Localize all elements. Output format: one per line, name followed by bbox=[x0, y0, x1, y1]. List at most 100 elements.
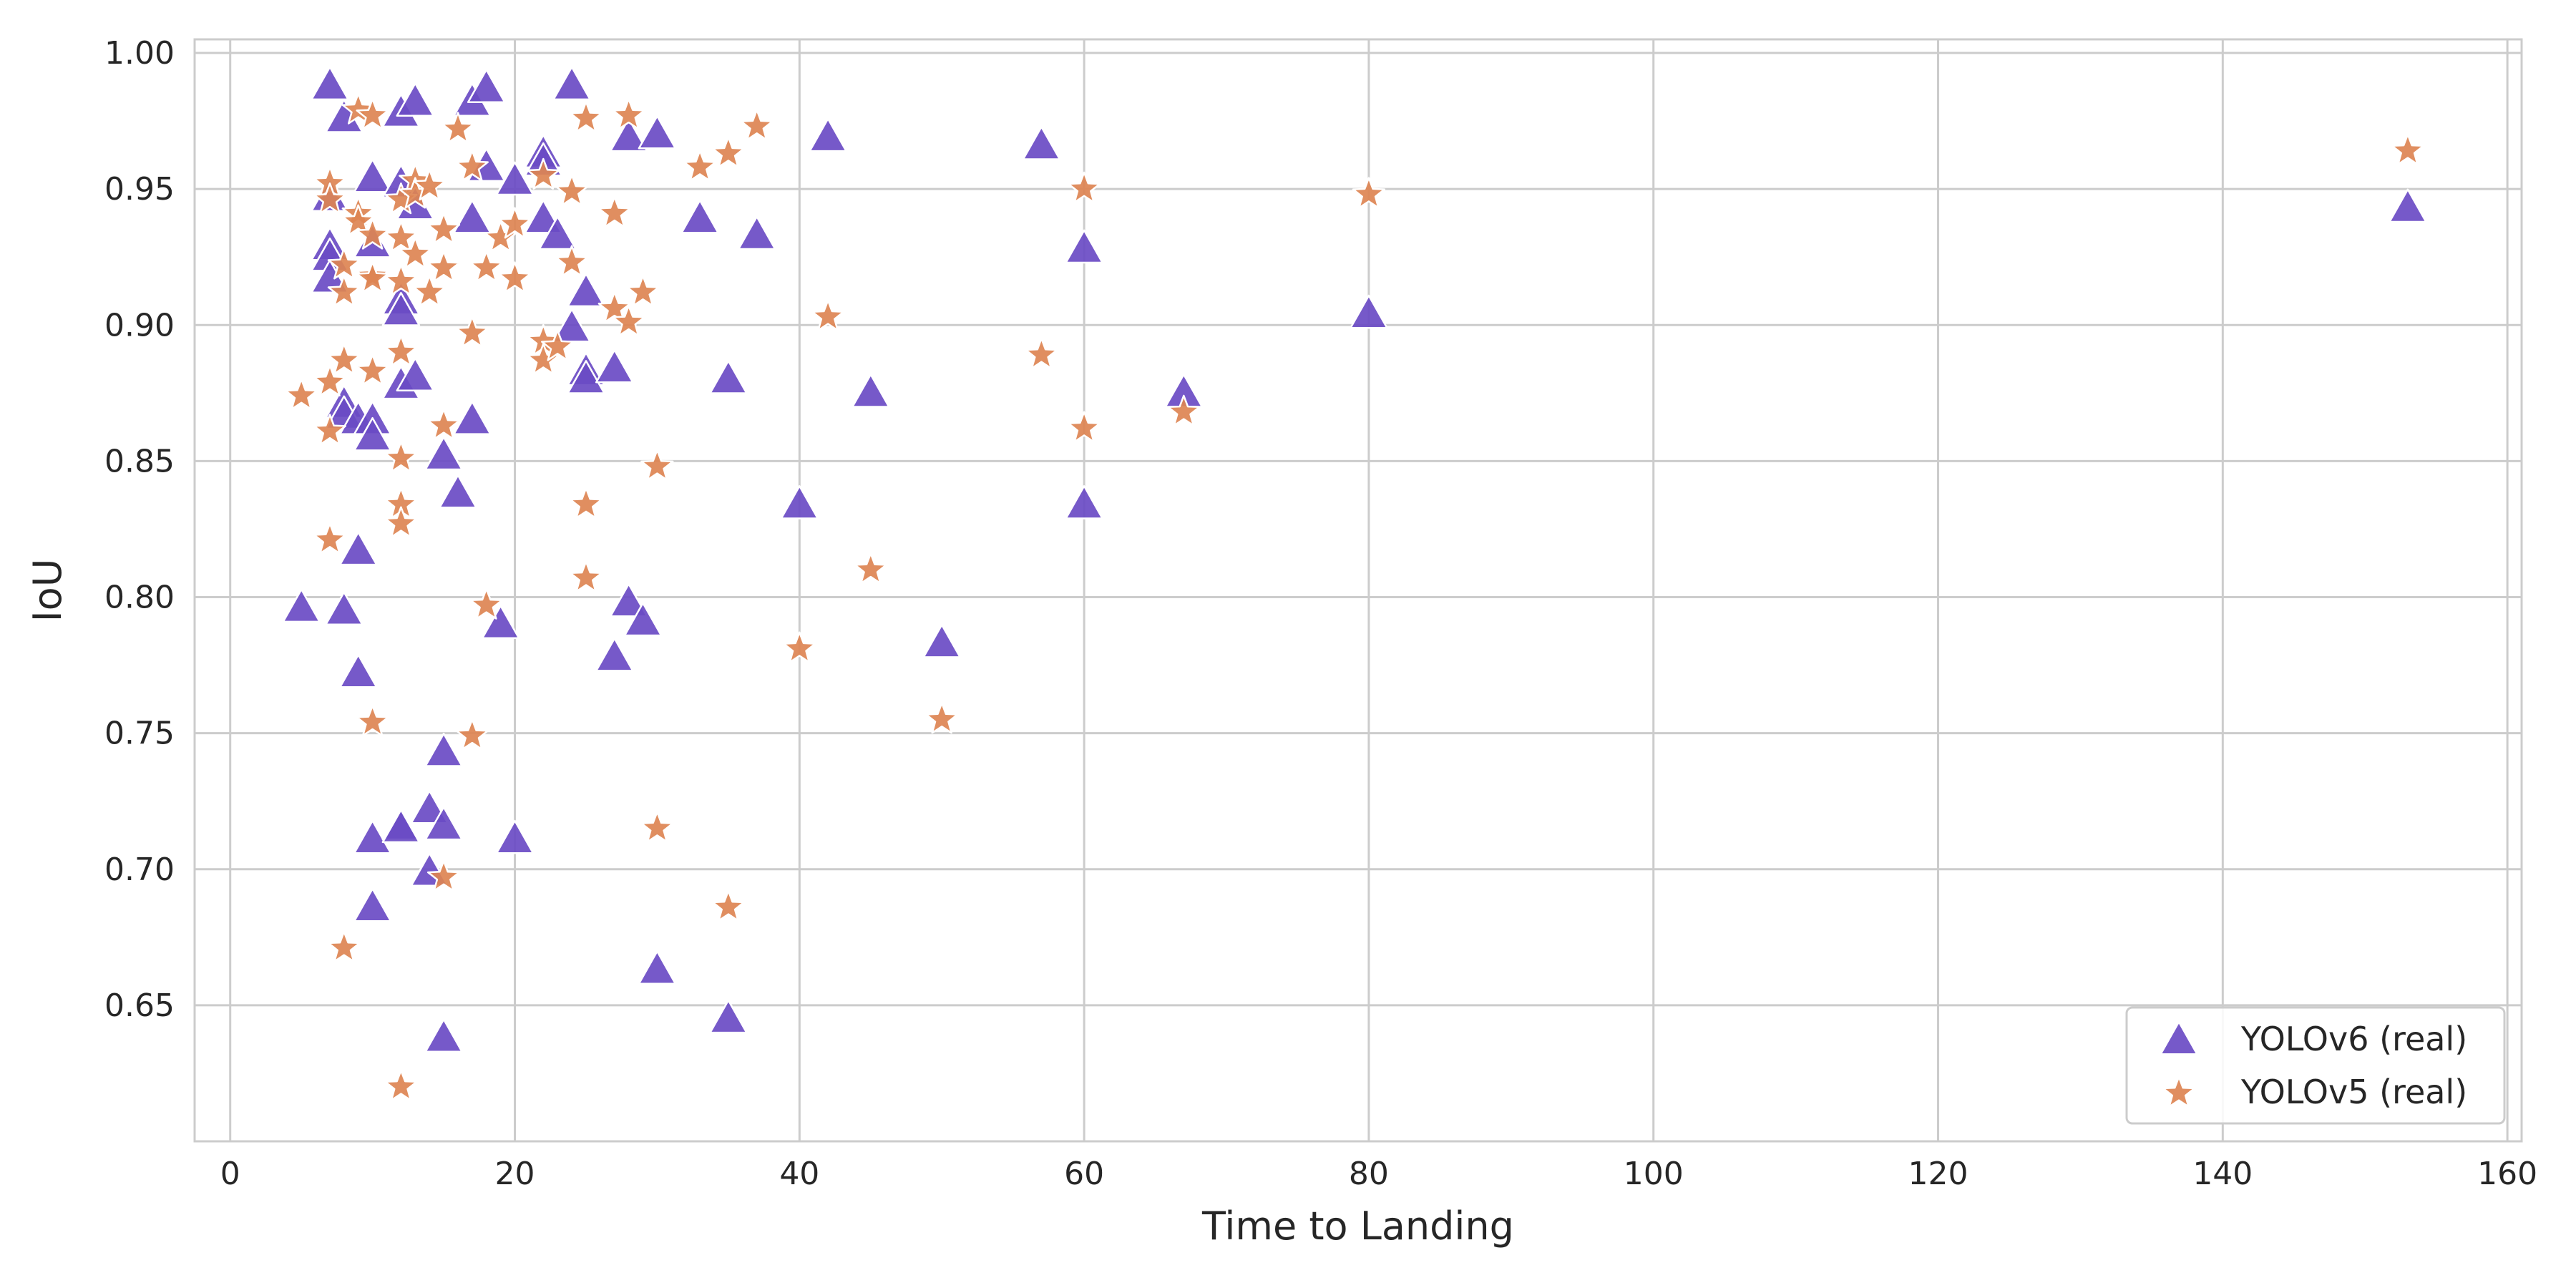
data-point-triangle bbox=[737, 215, 776, 250]
data-point-star bbox=[783, 631, 816, 663]
data-point-triangle bbox=[1350, 294, 1388, 329]
data-point-triangle bbox=[353, 887, 392, 922]
data-point-star bbox=[2391, 133, 2425, 165]
data-point-triangle bbox=[325, 591, 364, 625]
data-point-star bbox=[1167, 394, 1201, 426]
y-tick-label: 1.00 bbox=[104, 35, 175, 72]
data-point-triangle bbox=[353, 819, 392, 854]
data-point-triangle bbox=[453, 199, 492, 234]
x-tick-label: 140 bbox=[2192, 1156, 2253, 1192]
data-point-star bbox=[426, 859, 461, 892]
data-point-star bbox=[313, 182, 347, 215]
data-point-star bbox=[313, 522, 347, 555]
data-point-star bbox=[469, 250, 503, 283]
data-point-star bbox=[356, 353, 389, 386]
y-tick-label: 0.85 bbox=[104, 443, 175, 479]
y-tick-label: 0.65 bbox=[104, 987, 175, 1024]
data-point-triangle bbox=[439, 474, 477, 509]
data-point-triangle bbox=[1065, 229, 1103, 264]
legend-label: YOLOv6 (real) bbox=[2240, 1020, 2467, 1058]
data-point-triangle bbox=[338, 531, 378, 566]
data-point-star bbox=[469, 587, 503, 620]
data-point-star bbox=[711, 889, 745, 922]
plot-frame bbox=[193, 38, 2523, 1143]
x-tick-label: 160 bbox=[2477, 1156, 2537, 1192]
data-point-star bbox=[1352, 177, 1386, 209]
data-point-triangle bbox=[1065, 485, 1103, 519]
data-point-star bbox=[640, 449, 674, 481]
data-point-star bbox=[341, 204, 375, 236]
data-point-star bbox=[541, 329, 575, 361]
data-point-star bbox=[441, 112, 475, 144]
data-point-triangle bbox=[381, 292, 421, 326]
y-tick-label: 0.80 bbox=[104, 580, 175, 616]
data-point-triangle bbox=[338, 653, 378, 688]
data-point-star bbox=[455, 150, 489, 182]
data-point-star bbox=[555, 245, 589, 277]
y-tick-label: 0.75 bbox=[104, 716, 175, 752]
data-point-star bbox=[640, 811, 674, 843]
data-point-star bbox=[711, 136, 745, 168]
data-point-triangle bbox=[311, 66, 349, 101]
data-point-star bbox=[356, 705, 389, 737]
data-point-triangle bbox=[1022, 126, 1061, 160]
data-point-triangle bbox=[638, 950, 677, 985]
data-point-triangle bbox=[424, 436, 463, 471]
y-tick-label: 0.90 bbox=[104, 307, 175, 343]
x-tick-label: 80 bbox=[1349, 1156, 1389, 1192]
data-point-star bbox=[413, 275, 447, 307]
data-point-star bbox=[384, 506, 418, 538]
data-point-star bbox=[426, 408, 461, 440]
data-point-triangle bbox=[2389, 188, 2427, 223]
x-tick-label: 20 bbox=[495, 1156, 535, 1192]
data-point-star bbox=[426, 212, 461, 245]
data-point-triangle bbox=[709, 999, 748, 1034]
data-point-triangle bbox=[809, 117, 847, 152]
data-point-star bbox=[597, 196, 631, 228]
data-point-triangle bbox=[538, 215, 577, 250]
data-point-triangle bbox=[467, 69, 506, 103]
data-point-star bbox=[1067, 171, 1101, 203]
data-point-star bbox=[683, 150, 717, 182]
data-point-star bbox=[811, 299, 845, 331]
data-point-star bbox=[327, 275, 361, 307]
y-tick-label: 0.70 bbox=[104, 852, 175, 888]
tick-labels: 0 20 40 60 80 100 120 140 160 0.65 0.70 0.75 0.80 0.8… bbox=[104, 35, 2537, 1192]
data-point-star bbox=[498, 207, 532, 239]
data-point-star bbox=[384, 1069, 418, 1101]
data-point-star bbox=[1025, 337, 1058, 369]
data-point-triangle bbox=[396, 357, 435, 391]
data-point-triangle bbox=[495, 161, 535, 196]
legend-label: YOLOv5 (real) bbox=[2240, 1073, 2467, 1111]
data-point-triangle bbox=[609, 582, 648, 618]
data-point-triangle bbox=[481, 605, 520, 640]
data-point-triangle bbox=[567, 360, 605, 394]
data-point-triangle bbox=[282, 588, 321, 623]
data-point-star bbox=[327, 930, 361, 962]
data-point-star bbox=[597, 291, 631, 323]
data-point-star bbox=[455, 316, 489, 348]
data-point-star bbox=[356, 261, 389, 293]
legend-item: YOLOv6 (real) bbox=[2160, 1020, 2467, 1058]
data-point-star bbox=[555, 174, 589, 206]
legend-item: YOLOv5 (real) bbox=[2162, 1073, 2467, 1111]
data-point-star bbox=[626, 275, 660, 307]
series-triangle bbox=[282, 66, 2427, 1053]
data-point-triangle bbox=[922, 623, 961, 658]
x-axis-title: Time to Landing bbox=[1201, 1204, 1514, 1249]
data-point-star bbox=[356, 218, 389, 250]
data-point-star bbox=[569, 101, 603, 133]
data-point-triangle bbox=[709, 360, 748, 394]
data-point-star bbox=[740, 109, 774, 141]
data-point-triangle bbox=[552, 66, 591, 101]
data-point-triangle bbox=[396, 82, 435, 117]
y-axis-title: IoU bbox=[25, 559, 70, 623]
data-point-triangle bbox=[780, 485, 819, 519]
legend-marker-star bbox=[2162, 1075, 2196, 1108]
data-point-star bbox=[313, 414, 347, 446]
data-point-triangle bbox=[495, 819, 535, 854]
data-point-star bbox=[612, 305, 645, 337]
data-point-triangle bbox=[680, 199, 719, 234]
x-tick-label: 0 bbox=[220, 1156, 240, 1192]
